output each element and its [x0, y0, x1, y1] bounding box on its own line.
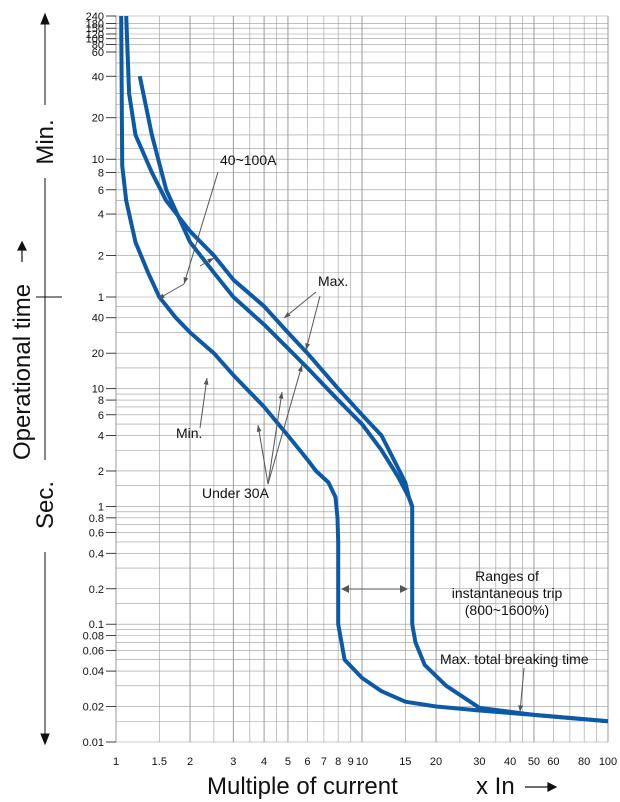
x-tick-label: 9: [348, 756, 354, 768]
y-tick-label: 40: [92, 71, 104, 83]
range-arrow-left: [341, 585, 349, 593]
y-tick-label: 8: [98, 395, 104, 407]
y-tick-label: 0.4: [89, 548, 104, 560]
y-tick-label: 8: [98, 168, 104, 180]
y-tick-label: 100: [86, 34, 104, 46]
x-tick-label: 7: [321, 756, 327, 768]
y-tick-label: 240: [86, 11, 104, 23]
x-tick-label: 80: [578, 756, 590, 768]
x-tick-label: 20: [430, 756, 442, 768]
arrow-u30-b: [257, 424, 269, 485]
x-tick-label: 8: [335, 756, 341, 768]
y-tick-label: 40: [92, 313, 104, 325]
y-tick-label: 120: [86, 29, 104, 41]
x-tick-label: 2: [187, 756, 193, 768]
arrow-40-100a-c-head: [158, 293, 165, 299]
arrow-u30-a: [267, 364, 303, 485]
y-tick-label: 6: [98, 185, 104, 197]
y-tick-label: 20: [92, 348, 104, 360]
y-tick-label: 10: [92, 154, 104, 166]
series-line-min: [119, 15, 609, 724]
arrow-u30-a-head: [297, 365, 303, 372]
y-tick-label: 180: [86, 18, 104, 30]
y-tick-label: 20: [92, 113, 104, 125]
arrow-40-100a-a: [183, 171, 219, 285]
y-tick-label: 0.2: [89, 584, 104, 596]
y-tick-label: 0.8: [89, 513, 104, 525]
x-tick-label: 1.5: [152, 756, 167, 768]
chart-annotations: 40~100A Max. Min. Under 30A Ranges of instant…: [157, 152, 589, 713]
x-tick-label: 100: [599, 756, 617, 768]
x-tick-label: 3: [230, 756, 236, 768]
arrow-min-head: [203, 378, 209, 385]
y-tick-label: 0.06: [83, 645, 104, 657]
arrow-u30-c: [267, 391, 283, 485]
arrow-max-a: [283, 291, 317, 319]
arrow-min: [199, 377, 208, 429]
x-tick-label: 10: [356, 756, 368, 768]
x-tick-label: 50: [528, 756, 540, 768]
y-tick-label: 80: [92, 40, 104, 52]
arrow-40-100a-a-head: [183, 277, 189, 284]
y-tick-label: 0.04: [83, 666, 104, 678]
x-tick-labels: 1 1.5 2 3 4 5 6 7 8 9 10 15 20 30 40 50 60 80 100: [113, 756, 617, 768]
range-arrow-right: [400, 585, 408, 593]
y-section-brackets: [36, 12, 62, 746]
arrow-max-a-head: [284, 311, 291, 318]
x-tick-label: 5: [285, 756, 291, 768]
arrow-max-breaking: [519, 667, 525, 713]
series-line-max: [124, 15, 609, 724]
x-tick-label: 1: [113, 756, 119, 768]
x-axis-arrow: [525, 782, 558, 792]
y-section-min-label: Min.: [32, 119, 59, 164]
x-unit-label: x In: [476, 773, 515, 800]
y-axis-title: Operational time: [9, 284, 36, 460]
label-min: Min.: [176, 425, 202, 441]
y-tick-label: 0.01: [83, 737, 104, 749]
chart-curves: [119, 15, 609, 724]
y-tick-label: 0.6: [89, 528, 104, 540]
arrow-40-100a-b-head: [207, 258, 214, 264]
label-max: Max.: [318, 273, 348, 289]
x-tick-label: 30: [473, 756, 485, 768]
chart-grid: [115, 15, 609, 743]
arrow-max-b: [305, 295, 321, 351]
y-tick-label: 0.02: [83, 702, 104, 714]
x-tick-label: 40: [504, 756, 516, 768]
arrow-max-b-head: [305, 343, 310, 350]
y-tick-label: 0.1: [89, 619, 104, 631]
label-40-100a: 40~100A: [220, 152, 277, 168]
arrow-u30-c-head: [278, 392, 284, 399]
y-tick-label: 4: [98, 209, 104, 221]
y-tick-label: 2: [98, 251, 104, 263]
arrow-u30-b-head: [256, 425, 262, 432]
y-tick-label: 2: [98, 466, 104, 478]
label-max-breaking: Max. total breaking time: [440, 651, 589, 667]
y-tick-label: 6: [98, 410, 104, 422]
arrow-max-breaking-head: [518, 705, 523, 712]
y-tick-label: 150: [86, 23, 104, 35]
y-tick-label: 1: [98, 292, 104, 304]
x-tick-label: 4: [261, 756, 267, 768]
y-section-sec-label: Sec.: [32, 481, 59, 529]
x-tick-label: 6: [304, 756, 310, 768]
y-tick-label: 1: [98, 501, 104, 513]
y-tick-label: 0.08: [83, 631, 104, 643]
label-instantaneous-range: Ranges of instantaneous trip (800~1600%): [452, 568, 563, 618]
y-tick-labels: 2401801501201008060402010864214020108642…: [83, 11, 116, 749]
label-under-30a: Under 30A: [202, 485, 270, 501]
y-axis-arrow: [17, 240, 27, 262]
x-tick-label: 15: [399, 756, 411, 768]
y-tick-label: 4: [98, 431, 104, 443]
x-axis-title: Multiple of current: [207, 773, 398, 800]
y-tick-label: 10: [92, 384, 104, 396]
series-line-mid: [137, 75, 415, 508]
x-tick-label: 60: [547, 756, 559, 768]
y-tick-label: 60: [92, 47, 104, 59]
